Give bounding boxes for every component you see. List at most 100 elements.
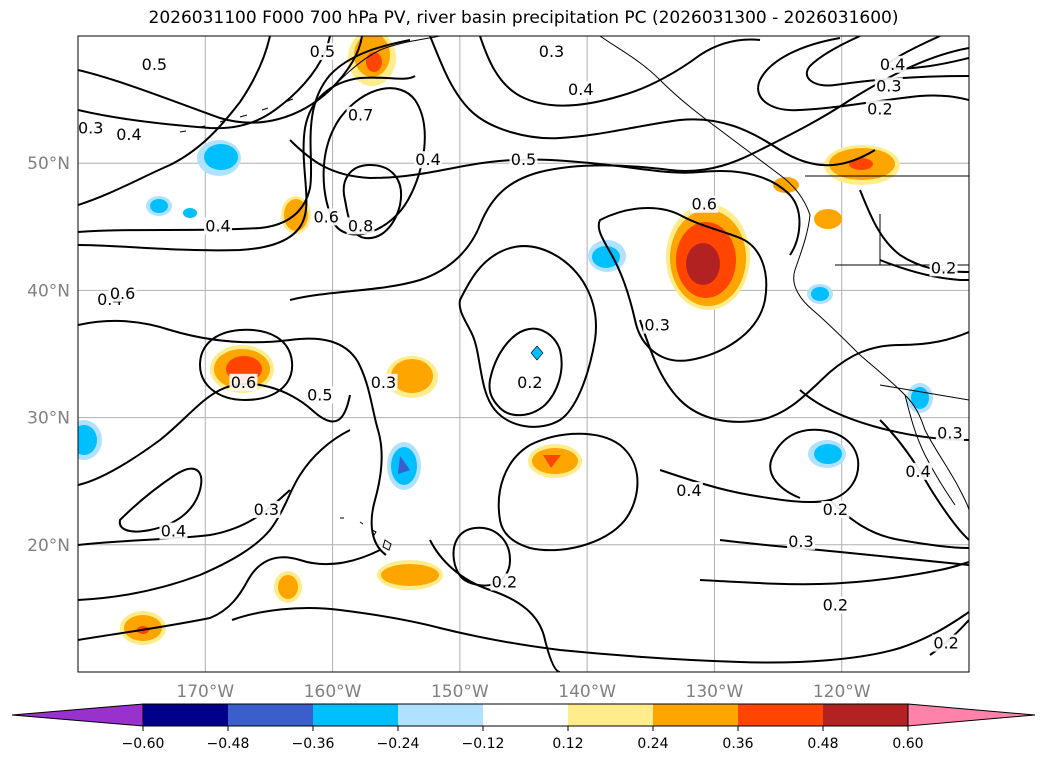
contour-label: 0.4 [566, 80, 595, 99]
svg-text:0.8: 0.8 [348, 216, 373, 235]
anomaly-blob [377, 560, 443, 590]
anomaly-blob [386, 356, 438, 398]
svg-text:0.2: 0.2 [867, 99, 892, 118]
colorbar-segment [313, 704, 398, 726]
pv-contour [699, 561, 969, 586]
svg-text:0.7: 0.7 [348, 106, 373, 125]
contour-label: 0.2 [932, 634, 961, 653]
map-title: 2026031100 F000 700 hPa PV, river basin … [148, 8, 899, 28]
svg-text:0.6: 0.6 [231, 373, 256, 392]
colorbar-segment [143, 704, 228, 726]
pv-contour [757, 37, 969, 112]
pv-contour [231, 607, 969, 664]
anomaly-blob [530, 345, 544, 361]
anomaly-blob [120, 611, 166, 645]
lon-tick-label: 160°W [304, 682, 362, 702]
contour-label: 0.4 [159, 522, 188, 541]
pv-contour [479, 36, 761, 107]
pv-contour [322, 87, 426, 236]
pv-contour [289, 139, 801, 256]
pv-contour [719, 539, 969, 566]
pv-contour [198, 328, 294, 402]
map-panel[interactable] [78, 36, 969, 672]
anomaly-blob [666, 204, 750, 310]
contour-label: 0.4 [114, 125, 143, 144]
pv-contour [639, 319, 969, 423]
svg-text:0.2: 0.2 [517, 373, 542, 392]
contour-label: 0.3 [786, 532, 815, 551]
lat-tick-label: 20°N [27, 536, 70, 556]
lat-tick-label: 30°N [27, 409, 70, 429]
lat-tick-label: 40°N [27, 281, 70, 301]
colorbar-tick-label: 0.24 [637, 736, 668, 752]
us-mexico-border [879, 384, 969, 401]
pv-contour [118, 467, 203, 533]
pv-contour [805, 36, 969, 87]
contour-label: 0.5 [509, 150, 538, 169]
pv-contour [879, 259, 969, 281]
pv-contour [458, 245, 597, 428]
svg-text:0.6: 0.6 [110, 284, 135, 303]
pv-contour [488, 327, 563, 417]
colorbar-tick-label: 0.48 [807, 736, 838, 752]
svg-text:0.3: 0.3 [788, 532, 813, 551]
anomaly-blob [183, 208, 197, 218]
svg-text:0.3: 0.3 [876, 76, 901, 95]
contour-label: 0.5 [308, 42, 337, 61]
colorbar-segment [483, 704, 568, 726]
anomaly-blob [773, 177, 799, 193]
contour-label: 0.3 [369, 373, 398, 392]
contour-label: 0.8 [346, 216, 375, 235]
colorbar-tick-label: 0.36 [722, 736, 753, 752]
colorbar-tick-label: 0.12 [552, 736, 583, 752]
us-west-coast [793, 214, 969, 511]
contour-label: 0.2 [515, 373, 544, 392]
svg-text:0.4: 0.4 [905, 462, 930, 481]
pv-contour [78, 36, 363, 124]
anomaly-blob [824, 145, 900, 185]
svg-text:0.3: 0.3 [371, 373, 396, 392]
colorbar-segment [568, 704, 653, 726]
map-frame [77, 35, 970, 673]
contour-label: 0.2 [821, 500, 850, 519]
anomaly-blob [197, 140, 241, 176]
axis-tick-labels: 170°W 160°W 150°W 140°W 130°W 120°W 50°N 40°N 30… [27, 154, 871, 702]
svg-text:0.2: 0.2 [492, 573, 517, 592]
colorbar-extend-max [907, 703, 1036, 727]
contour-label: 0.4 [878, 55, 907, 74]
pv-contour [78, 382, 351, 486]
svg-text:0.5: 0.5 [511, 150, 536, 169]
anomaly-blob [78, 420, 102, 460]
contour-label: 0.2 [821, 595, 850, 614]
contour-label: 0.3 [537, 42, 566, 61]
colorbar-outline [142, 703, 909, 727]
anomaly-blob [808, 440, 846, 468]
svg-text:0.4: 0.4 [568, 80, 593, 99]
aleutian-islands [179, 98, 294, 133]
anomaly-blob [907, 383, 933, 413]
svg-text:0.2: 0.2 [823, 595, 848, 614]
anomaly-blob [387, 442, 421, 490]
contour-label: 0.4 [204, 216, 233, 235]
pv-contour [78, 39, 411, 233]
pv-contour [78, 75, 416, 252]
svg-text:0.6: 0.6 [692, 195, 717, 214]
svg-text:0.4: 0.4 [880, 55, 905, 74]
contour-label: 0.4 [904, 462, 933, 481]
colorbar-segment [228, 704, 313, 726]
svg-text:0.5: 0.5 [307, 386, 332, 405]
pv-contour [78, 36, 331, 130]
alaska-panhandle-coast [599, 36, 811, 216]
contour-label: 0.7 [346, 106, 375, 125]
contour-label: 0.4 [414, 150, 443, 169]
lon-tick-label: 170°W [176, 682, 234, 702]
lon-tick-label: 120°W [813, 682, 871, 702]
pv-contour [879, 419, 969, 541]
colorbar-tick-label: −0.60 [122, 736, 165, 752]
svg-text:0.5: 0.5 [310, 42, 335, 61]
contour-label: 0.2 [865, 99, 894, 118]
contour-label: 0.3 [76, 118, 105, 137]
colorbar-tick-label: −0.36 [292, 736, 335, 752]
anomaly-blob [274, 571, 302, 603]
